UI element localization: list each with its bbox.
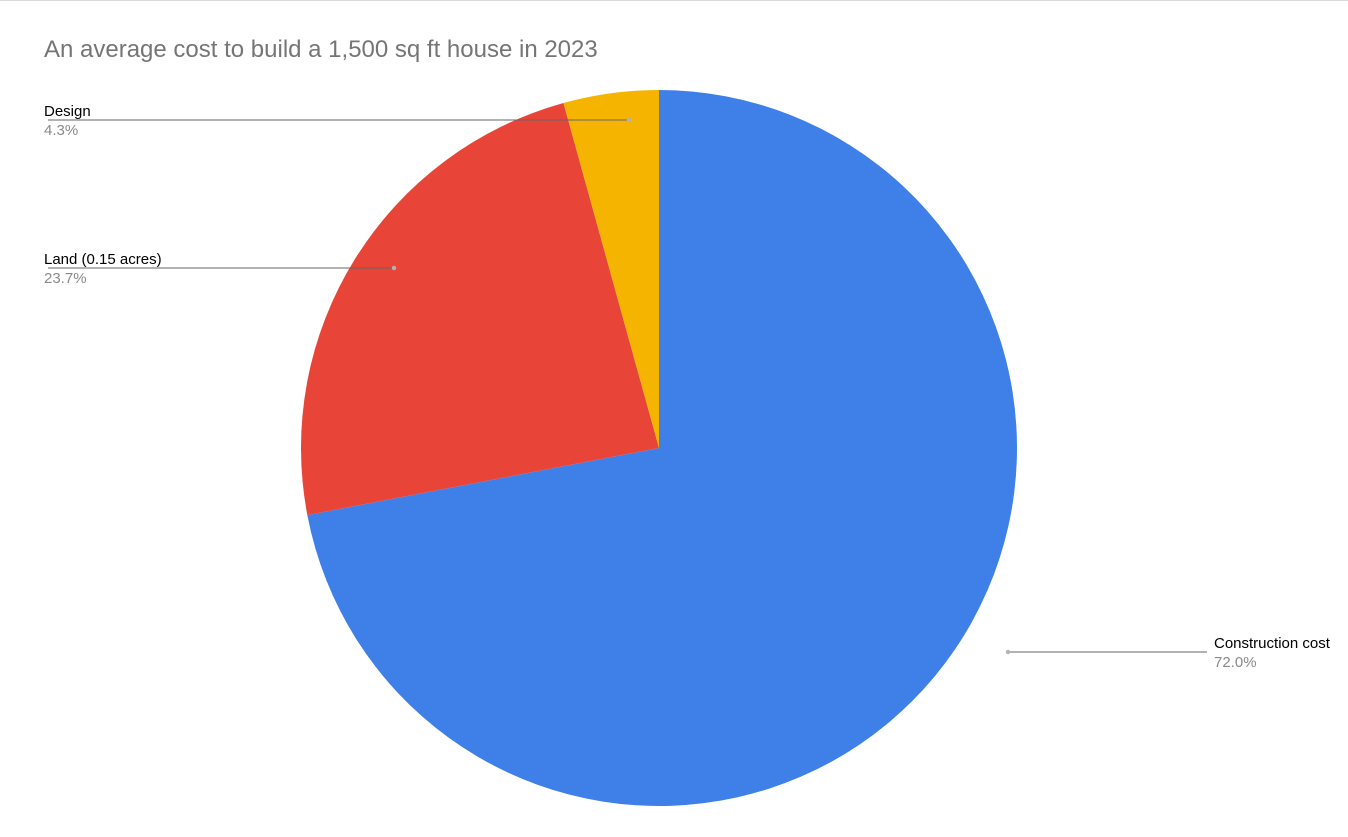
slice-label-land: Land (0.15 acres) 23.7%: [44, 251, 162, 289]
leader-dot: [627, 118, 631, 122]
slice-label-design: Design 4.3%: [44, 103, 91, 141]
leader-dot: [392, 266, 396, 270]
pie-chart: [0, 0, 1348, 837]
slice-label-text: Design: [44, 103, 91, 122]
slice-label-percent: 4.3%: [44, 122, 91, 141]
slice-label-percent: 23.7%: [44, 270, 162, 289]
slice-label-construction: Construction cost 72.0%: [1214, 635, 1330, 673]
slice-label-percent: 72.0%: [1214, 654, 1330, 673]
leader-dot: [1006, 650, 1010, 654]
slice-label-text: Land (0.15 acres): [44, 251, 162, 270]
pie-svg: [0, 0, 1348, 837]
slice-label-text: Construction cost: [1214, 635, 1330, 654]
